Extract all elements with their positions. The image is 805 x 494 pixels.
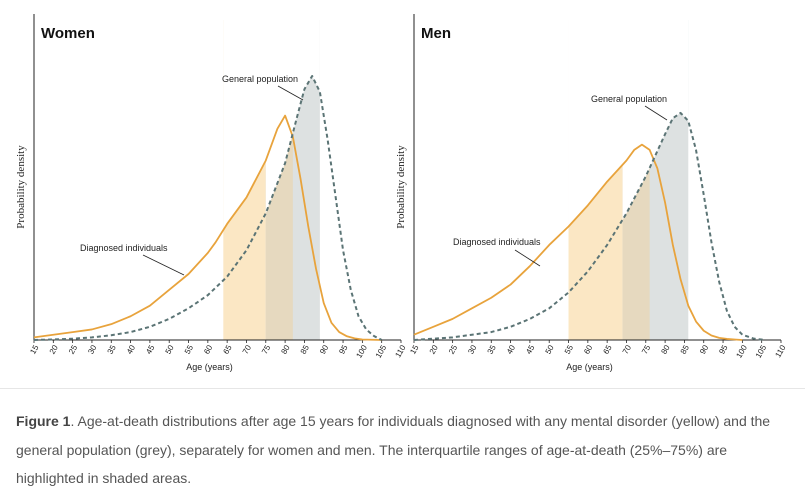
men-x-tick-label-20: 20 [428,343,441,356]
men-x-tick-label-70: 70 [621,343,634,356]
men-x-tick-label-65: 65 [601,343,614,356]
men-x-tick-label-60: 60 [582,343,595,356]
women-panel: 15 20 25 30 35 40 45 50 55 60 65 70 75 80 85 90 95 100 105… [15,14,408,372]
women-x-tick-label-65: 65 [221,343,234,356]
men-series-diagnosed-line [413,143,743,341]
men-x-tick-label-105: 105 [754,343,769,360]
men-x-tick-label-35: 35 [486,343,499,356]
men-x-tick-label-40: 40 [505,343,518,356]
women-diagnosed-individuals-leader [142,254,185,276]
women-x-tick-label-55: 55 [183,343,196,356]
men-x-tick-label-50: 50 [544,343,557,356]
men-x-tick-label-100: 100 [734,343,749,360]
women-y-axis-label: Probability density [15,145,27,229]
women-x-tick-label-30: 30 [86,343,99,356]
figure-caption: Figure 1. Age-at-death distributions aft… [16,407,796,493]
men-x-tick-label-95: 95 [717,343,730,356]
women-series-general-line [33,75,383,341]
women-x-tick-label-75: 75 [260,343,273,356]
women-band-mask-general [265,14,320,214]
caption-text: . Age-at-death distributions after age 1… [16,413,771,486]
caption-divider [0,388,805,389]
men-x-tick-label-80: 80 [659,343,672,356]
women-x-tick-label-110: 110 [393,343,407,359]
men-x-axis-label: Age (years) [566,362,613,372]
men-y-axis-label: Probability density [395,145,407,229]
women-diagnosed-individuals-label: Diagnosed individuals [80,243,168,253]
women-series-diagnosed-line [33,114,382,341]
men-diagnosed-individuals-leader [514,249,541,267]
women-x-tick-label-80: 80 [279,343,292,356]
women-x-tick-label-60: 60 [202,343,215,356]
men-x-tick-label-15: 15 [408,343,421,356]
men-x-tick-label-25: 25 [447,343,460,356]
men-x-tick-label-90: 90 [698,343,711,356]
women-x-tick-label-70: 70 [241,343,254,356]
women-x-tick-label-105: 105 [374,343,389,360]
figure: 15 20 25 30 35 40 45 50 55 60 65 70 75 80 85 90 95 100 105… [15,14,788,372]
women-general-population-leader [277,85,304,101]
women-general-population-label: General population [222,74,298,84]
women-x-tick-label-90: 90 [318,343,331,356]
men-x-tick-label-55: 55 [563,343,576,356]
men-x-tick-label-75: 75 [640,343,653,356]
men-x-tick-label-45: 45 [524,343,537,356]
men-band-mask-general [622,14,689,220]
women-x-axis-label: Age (years) [186,362,233,372]
men-panel-title: Men [421,25,451,42]
women-x-tick-label-95: 95 [337,343,350,356]
women-x-tick-label-45: 45 [144,343,157,356]
women-panel-title: Women [41,25,95,42]
women-x-tick-label-100: 100 [354,343,369,360]
men-general-population-label: General population [591,94,667,104]
women-x-tick-label-20: 20 [48,343,61,356]
caption-label: Figure 1 [16,413,71,429]
women-x-tick-label-85: 85 [299,343,312,356]
women-x-tick-label-35: 35 [106,343,119,356]
women-x-tick-label-50: 50 [164,343,177,356]
women-x-tick-label-15: 15 [28,343,41,356]
men-panel: 15 20 25 30 35 40 45 50 55 60 65 70 75 80 85 90 95 100 105… [395,14,788,372]
men-general-population-leader [644,105,668,121]
men-x-tick-label-30: 30 [466,343,479,356]
men-x-tick-label-85: 85 [679,343,692,356]
women-x-tick-label-40: 40 [125,343,138,356]
men-diagnosed-individuals-label: Diagnosed individuals [453,237,541,247]
men-x-tick-label-110: 110 [773,343,787,359]
women-x-tick-label-25: 25 [67,343,80,356]
